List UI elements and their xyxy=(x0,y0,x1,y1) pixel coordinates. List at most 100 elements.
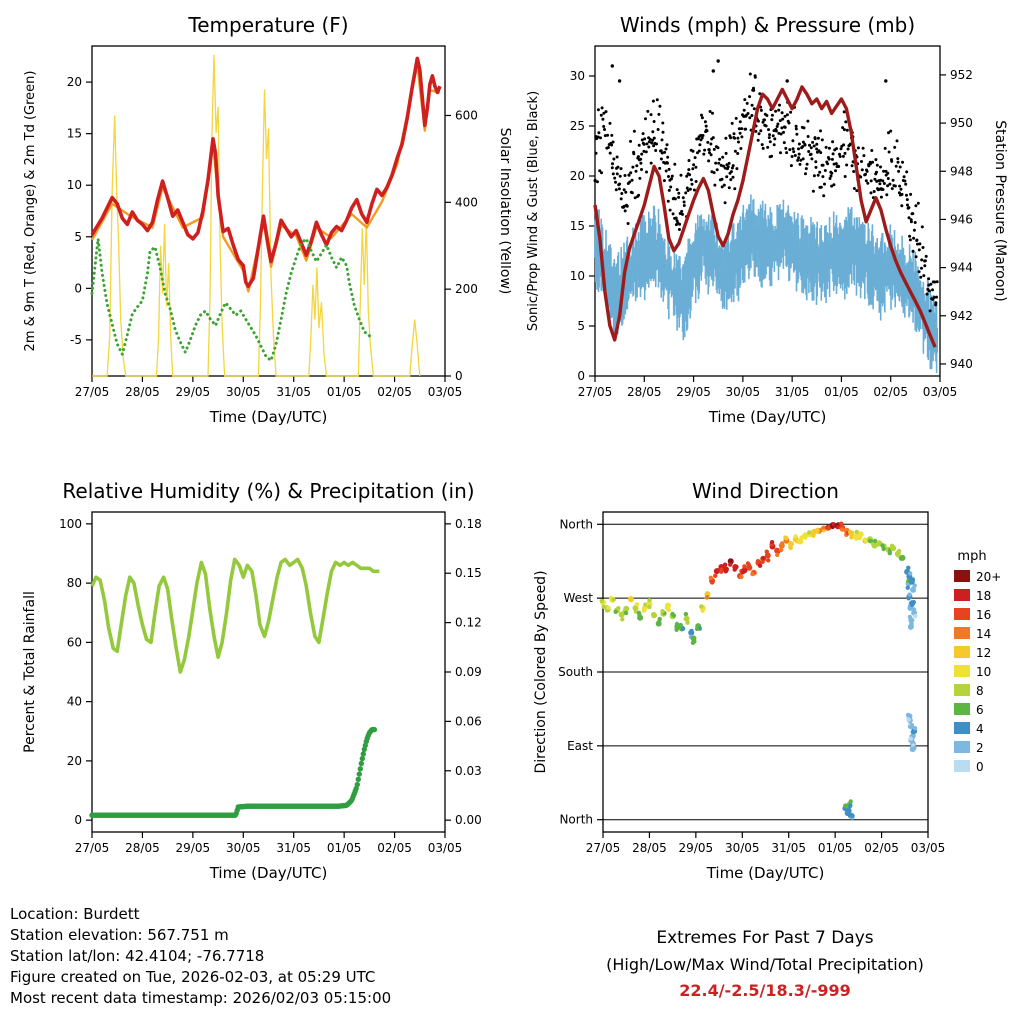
y-tick-label-right: 600 xyxy=(455,108,478,122)
x-tick-label: 27/05 xyxy=(578,385,613,399)
series-humidity xyxy=(90,557,380,674)
y-tick-label-right: 0.09 xyxy=(455,665,482,679)
y-tick-label: West xyxy=(563,591,593,605)
x-tick-label: 02/05 xyxy=(864,841,899,855)
x-tick-label: 31/05 xyxy=(771,841,806,855)
x-axis-label: Time (Day/UTC) xyxy=(708,408,827,426)
legend-swatch xyxy=(954,665,970,677)
y-tick-label: South xyxy=(558,665,593,679)
legend-swatch xyxy=(954,684,970,696)
legend-label: 18 xyxy=(976,589,991,603)
y-tick-label: 10 xyxy=(67,178,82,192)
x-tick-label: 31/05 xyxy=(276,841,311,855)
y-tick-label-right: 948 xyxy=(950,164,973,178)
y-tick-label-right: 0.12 xyxy=(455,616,482,630)
y-tick-label-right: 400 xyxy=(455,195,478,209)
x-tick-label: 31/05 xyxy=(276,385,311,399)
x-axis-label: Time (Day/UTC) xyxy=(209,864,328,882)
legend-swatch xyxy=(954,703,970,715)
y-tick-label: North xyxy=(559,813,593,827)
x-tick-label: 29/05 xyxy=(176,841,211,855)
y-tick-label: 20 xyxy=(67,75,82,89)
humidity-precip-chart: Relative Humidity (%) & Precipitation (i… xyxy=(6,472,511,908)
y-tick-label: 5 xyxy=(74,230,82,244)
legend-swatch xyxy=(954,646,970,658)
x-tick-label: 29/05 xyxy=(676,385,711,399)
legend-swatch xyxy=(954,570,970,582)
y-tick-label-right: 946 xyxy=(950,212,973,226)
y-axis-label-right: Station Pressure (Maroon) xyxy=(992,120,1008,302)
x-tick-label: 02/05 xyxy=(873,385,908,399)
y-tick-label: 100 xyxy=(59,517,82,531)
winds-pressure-chart: Winds (mph) & Pressure (mb) 27/05 28/05 29/… xyxy=(515,4,1020,454)
y-tick-label-right: 0.18 xyxy=(455,517,482,531)
legend-label: 16 xyxy=(976,608,991,622)
y-tick-label: 25 xyxy=(570,119,585,133)
series-rainfall xyxy=(89,726,378,818)
extremes-title: Extremes For Past 7 Days xyxy=(656,928,874,948)
y-tick-label: 40 xyxy=(67,695,82,709)
x-tick-label: 28/05 xyxy=(627,385,662,399)
y-axis-label-left: Sonic/Prop Wind & Gust (Blue, Black) xyxy=(526,91,541,331)
legend-label: 14 xyxy=(976,627,991,641)
y-tick-label: 60 xyxy=(67,635,82,649)
wind-direction-chart: Wind Direction 27/05 28/05 29/05 30/05 31/05 0… xyxy=(515,472,1020,908)
winds-pressure-plot: Winds (mph) & Pressure (mb) 27/05 28/05 29/… xyxy=(526,13,1008,426)
legend-swatch xyxy=(954,608,970,620)
y-tick-label: -5 xyxy=(70,333,82,347)
x-tick-label: 28/05 xyxy=(125,385,160,399)
latlon-line: Station lat/lon: 42.4104; -76.7718 xyxy=(10,947,265,965)
plot-frame xyxy=(594,45,941,377)
legend-label: 2 xyxy=(976,741,984,755)
x-tick-label: 01/05 xyxy=(327,841,362,855)
y-tick-label-right: 0.00 xyxy=(455,813,482,827)
x-axis-label: Time (Day/UTC) xyxy=(209,408,328,426)
y-tick-label: 20 xyxy=(67,754,82,768)
x-tick-label: 27/05 xyxy=(75,385,110,399)
chart-title: Winds (mph) & Pressure (mb) xyxy=(620,13,915,37)
chart-title: Temperature (F) xyxy=(187,13,348,37)
y-tick-label-right: 944 xyxy=(950,261,973,275)
x-tick-label: 30/05 xyxy=(226,385,261,399)
chart-title: Wind Direction xyxy=(692,479,839,503)
y-tick-label: 15 xyxy=(67,127,82,141)
legend-label: 8 xyxy=(976,684,984,698)
wind-direction-plot: Wind Direction 27/05 28/05 29/05 30/05 31/05 0… xyxy=(533,479,1001,882)
legend-title: mph xyxy=(957,549,986,564)
y-tick-label: 15 xyxy=(570,219,585,233)
legend-swatch xyxy=(954,589,970,601)
y-axis-label-right: Solar Insolation (Yellow) xyxy=(497,128,511,295)
y-tick-label-right: 0 xyxy=(455,369,463,383)
x-tick-label: 03/05 xyxy=(923,385,958,399)
extremes-values: 22.4/-2.5/18.3/-999 xyxy=(679,981,851,1000)
extremes-block: Extremes For Past 7 Days (High/Low/Max W… xyxy=(545,928,985,1000)
x-tick-label: 31/05 xyxy=(775,385,810,399)
x-tick-label: 28/05 xyxy=(632,841,667,855)
legend-label: 10 xyxy=(976,665,991,679)
x-tick-label: 30/05 xyxy=(726,385,761,399)
legend-label: 12 xyxy=(976,646,991,660)
plot-frame xyxy=(91,45,446,377)
y-tick-label: 0 xyxy=(74,281,82,295)
temperature-chart: Temperature (F) 27/05 28/05 29/05 30/05 31/05… xyxy=(6,4,511,454)
figure-created-line: Figure created on Tue, 2026-02-03, at 05… xyxy=(10,968,376,986)
y-tick-label-right: 0.03 xyxy=(455,764,482,778)
legend-swatch xyxy=(954,760,970,772)
y-tick-label: 30 xyxy=(570,69,585,83)
legend-label: 20+ xyxy=(976,570,1001,584)
series-dewpoint xyxy=(90,236,371,364)
y-tick-label-right: 0.06 xyxy=(455,714,482,728)
temperature-plot: Temperature (F) 27/05 28/05 29/05 30/05 31/05… xyxy=(23,13,511,426)
legend-swatch xyxy=(954,627,970,639)
x-tick-label: 01/05 xyxy=(824,385,859,399)
x-tick-label: 01/05 xyxy=(327,385,362,399)
series-solar-insolation xyxy=(92,54,421,377)
legend-label: 0 xyxy=(976,760,984,774)
series-temp-9m xyxy=(90,63,441,293)
x-tick-label: 30/05 xyxy=(725,841,760,855)
y-tick-label: 0 xyxy=(74,813,82,827)
x-tick-label: 29/05 xyxy=(176,385,211,399)
x-tick-label: 02/05 xyxy=(377,841,412,855)
y-tick-label: 20 xyxy=(570,169,585,183)
